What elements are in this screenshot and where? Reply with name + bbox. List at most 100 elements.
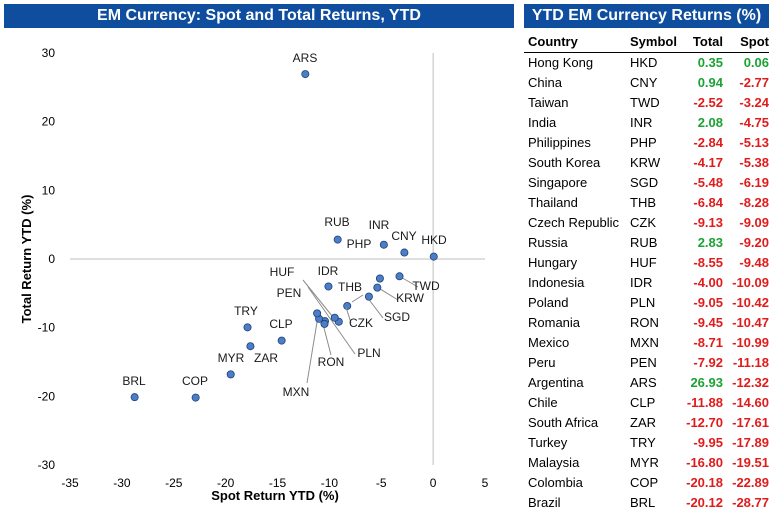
cell-country: Indonesia (528, 275, 585, 290)
x-tick-label: -35 (61, 476, 79, 490)
cell-total: -6.84 (693, 195, 723, 210)
cell-spot: -5.13 (739, 135, 769, 150)
table-row: Mexico MXN -8.71 -10.99 (524, 333, 769, 353)
y-tick-label: 20 (42, 115, 56, 129)
cell-total: -2.52 (693, 95, 723, 110)
cell-total: -8.71 (693, 335, 723, 350)
cell-country: India (528, 115, 557, 130)
cell-total: -9.45 (693, 315, 723, 330)
point-label-huf: HUF (270, 265, 295, 279)
cell-total: -7.92 (693, 355, 723, 370)
table-row: Romania RON -9.45 -10.47 (524, 313, 769, 333)
cell-symbol: PHP (630, 135, 657, 150)
point-label-myr: MYR (218, 351, 245, 365)
point-label-ron: RON (318, 355, 345, 369)
cell-symbol: MYR (630, 455, 659, 470)
point-cny (400, 248, 409, 257)
header-spot: Spot (740, 34, 769, 49)
y-tick-label: 0 (48, 252, 55, 266)
table-row: South Korea KRW -4.17 -5.38 (524, 153, 769, 173)
cell-total: -5.48 (693, 175, 723, 190)
x-tick-label: -5 (376, 476, 387, 490)
cell-country: Argentina (528, 375, 584, 390)
point-hkd (429, 252, 438, 261)
cell-country: Peru (528, 355, 556, 370)
cell-spot: -11.18 (732, 355, 769, 370)
cell-total: -9.05 (693, 295, 723, 310)
cell-spot: -17.89 (732, 435, 769, 450)
cell-total: 0.35 (697, 55, 723, 70)
cell-spot: -3.24 (739, 95, 769, 110)
cell-total: 2.83 (697, 235, 723, 250)
table-row: Indonesia IDR -4.00 -10.09 (524, 273, 769, 293)
header-country: Country (528, 34, 578, 49)
cell-country: Russia (528, 235, 568, 250)
cell-total: -9.13 (693, 215, 723, 230)
point-label-twd: TWD (412, 279, 440, 293)
point-label-pln: PLN (357, 346, 380, 360)
table-header: Country Symbol Total Spot (524, 32, 769, 53)
table-row: China CNY 0.94 -2.77 (524, 73, 769, 93)
chart-title: EM Currency: Spot and Total Returns, YTD (4, 4, 514, 28)
header-total: Total (692, 34, 723, 49)
point-label-mxn: MXN (283, 385, 310, 399)
table-row: Russia RUB 2.83 -9.20 (524, 233, 769, 253)
point-php (375, 274, 384, 283)
cell-symbol: THB (630, 195, 656, 210)
cell-spot: -19.51 (732, 455, 769, 470)
cell-symbol: RUB (630, 235, 658, 250)
table-row: Turkey TRY -9.95 -17.89 (524, 433, 769, 453)
cell-country: Hong Kong (528, 55, 594, 70)
header-symbol: Symbol (630, 34, 677, 49)
cell-country: Thailand (528, 195, 578, 210)
point-label-inr: INR (369, 218, 390, 232)
point-label-rub: RUB (324, 215, 349, 229)
cell-symbol: ARS (630, 375, 657, 390)
cell-total: 0.94 (697, 75, 723, 90)
leader-line-huf (302, 279, 338, 323)
cell-symbol: CNY (630, 75, 658, 90)
cell-country: Brazil (528, 495, 561, 510)
x-tick-label: -15 (269, 476, 287, 490)
returns-table: Country Symbol Total Spot Hong Kong HKD 0.… (524, 32, 769, 513)
point-label-sgd: SGD (384, 310, 410, 324)
y-tick-label: 10 (42, 183, 56, 197)
point-zar (246, 342, 255, 351)
leader-line-mxn (306, 315, 319, 384)
cell-spot: -8.28 (739, 195, 769, 210)
cell-total: -4.17 (693, 155, 723, 170)
cell-spot: -4.75 (739, 115, 769, 130)
cell-spot: -10.99 (732, 335, 769, 350)
cell-country: Romania (528, 315, 581, 330)
point-try (243, 323, 252, 332)
table-row: Singapore SGD -5.48 -6.19 (524, 173, 769, 193)
point-label-idr: IDR (318, 264, 339, 278)
cell-total: -12.70 (686, 415, 723, 430)
cell-symbol: ZAR (630, 415, 656, 430)
cell-symbol: HKD (630, 55, 658, 70)
cell-total: 26.93 (690, 375, 723, 390)
table-row: Philippines PHP -2.84 -5.13 (524, 133, 769, 153)
cell-spot: -22.89 (732, 475, 769, 490)
y-tick-label: -20 (38, 389, 56, 403)
point-sgd (364, 292, 373, 301)
table-row: Hungary HUF -8.55 -9.48 (524, 253, 769, 273)
cell-symbol: BRL (630, 495, 656, 510)
point-idr (324, 282, 333, 291)
cell-country: Philippines (528, 135, 591, 150)
cell-symbol: COP (630, 475, 659, 490)
cell-country: Czech Republic (528, 215, 620, 230)
table-row: Chile CLP -11.88 -14.60 (524, 393, 769, 413)
table-row: Poland PLN -9.05 -10.42 (524, 293, 769, 313)
point-thb (343, 301, 352, 310)
leader-line-czk (345, 306, 352, 324)
y-tick-label: -10 (38, 321, 56, 335)
point-label-ars: ARS (293, 51, 318, 65)
cell-country: Turkey (528, 435, 568, 450)
point-label-cny: CNY (391, 229, 416, 243)
y-axis-label: Total Return YTD (%) (19, 195, 34, 324)
cell-country: South Africa (528, 415, 599, 430)
cell-symbol: PLN (630, 295, 656, 310)
cell-symbol: KRW (630, 155, 661, 170)
cell-symbol: CZK (630, 215, 656, 230)
